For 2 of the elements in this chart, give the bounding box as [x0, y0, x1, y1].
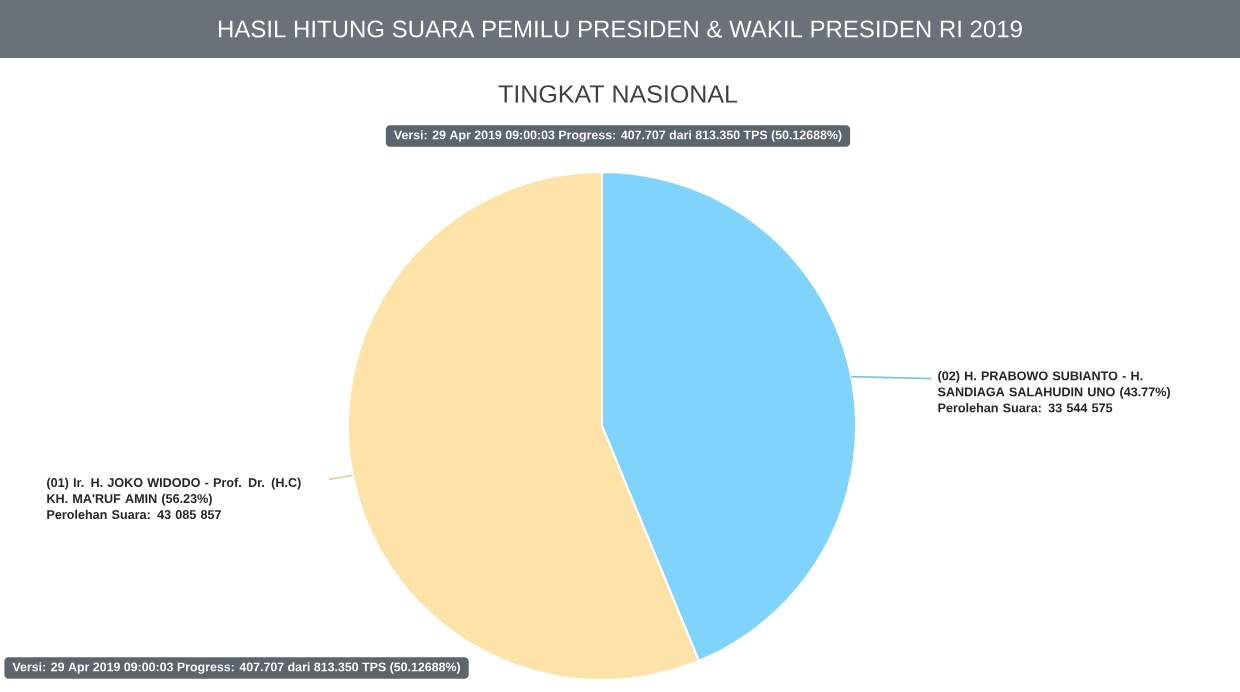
- chart-subtitle: TINGKAT NASIONAL: [498, 85, 738, 103]
- chart-title: HASIL HITUNG SUARA PEMILU PRESIDEN & WAKIL PRESIDEN RI 2019: [218, 20, 1022, 38]
